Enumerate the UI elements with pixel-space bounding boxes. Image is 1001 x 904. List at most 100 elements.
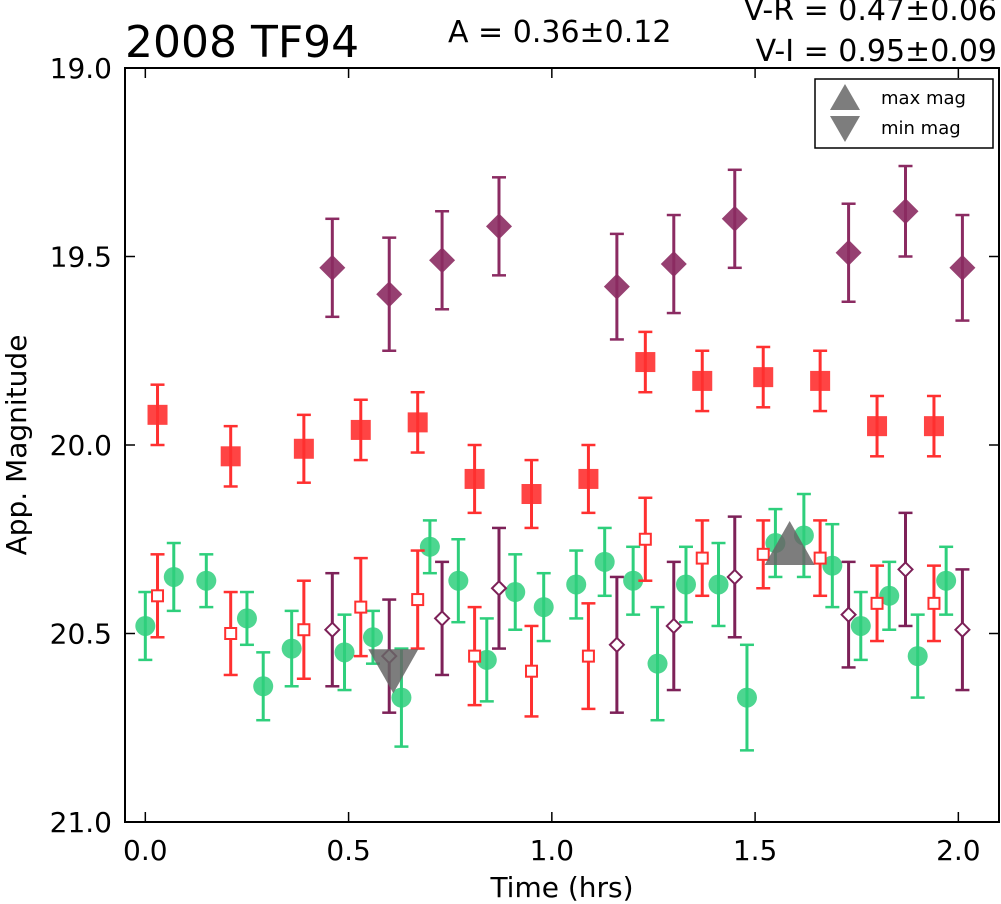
series-triangle-up xyxy=(764,521,815,566)
data-point-diamond xyxy=(892,198,919,225)
y-tick-label: 19.0 xyxy=(50,52,112,85)
data-point-square-open xyxy=(297,623,311,637)
data-point-circle xyxy=(391,687,412,708)
data-point-diamond-open xyxy=(897,560,914,578)
data-point-circle xyxy=(448,570,469,591)
data-point-circle xyxy=(675,574,696,595)
data-point-circle xyxy=(907,646,928,667)
data-point-diamond-open xyxy=(840,606,858,624)
legend-max-mag-triangle-up-icon xyxy=(830,84,860,110)
data-point-circle xyxy=(708,574,729,595)
data-point-square xyxy=(293,438,314,459)
data-point-square-open xyxy=(151,589,165,603)
data-point-circle xyxy=(505,582,526,603)
data-point-diamond xyxy=(660,251,687,278)
data-point-square xyxy=(635,352,656,373)
x-tick-label: 0.5 xyxy=(326,834,371,867)
y-tick-label: 21.0 xyxy=(50,806,112,839)
data-point-diamond-open xyxy=(608,636,626,654)
y-tick-label: 20.0 xyxy=(50,429,112,462)
y-tick-label: 19.5 xyxy=(50,241,112,274)
data-point-square-open xyxy=(695,551,709,565)
data-point-diamond xyxy=(485,213,512,240)
data-point-square xyxy=(407,412,428,433)
x-tick-label: 1.0 xyxy=(530,834,575,867)
legend-max-mag-label: max mag xyxy=(881,88,966,109)
data-point-diamond-open xyxy=(665,617,683,635)
axis-ticks: 0.0 0.5 1.0 1.5 2.0 19.0 19.5 20.0 20.5 21.0 xyxy=(50,52,999,867)
chart-title: 2008 TF94 xyxy=(125,17,359,68)
data-point-square xyxy=(692,370,713,391)
series-circle-filled xyxy=(135,492,957,752)
data-point-diamond xyxy=(319,254,346,281)
data-point-circle xyxy=(936,570,957,591)
data-point-square-open xyxy=(224,627,238,640)
data-point-square-open xyxy=(581,649,595,663)
data-point-square-open xyxy=(638,532,652,546)
data-marks xyxy=(135,164,976,752)
data-point-square xyxy=(220,446,241,467)
data-point-diamond-open xyxy=(490,579,508,597)
data-point-square xyxy=(753,367,774,388)
data-point-circle xyxy=(236,608,257,629)
y-tick-label: 20.5 xyxy=(50,618,112,651)
data-point-circle xyxy=(281,638,302,659)
data-point-circle xyxy=(253,676,274,697)
data-point-square-open xyxy=(927,596,941,610)
data-point-square xyxy=(578,468,599,489)
data-point-circle xyxy=(566,574,587,595)
series-diamond-filled xyxy=(319,164,976,352)
amplitude-annotation: A = 0.36±0.12 xyxy=(448,15,671,50)
data-point-square-open xyxy=(870,596,884,610)
data-point-circle xyxy=(736,687,757,708)
x-tick-label: 1.5 xyxy=(733,834,778,867)
vr-color-annotation: V-R = 0.47±0.06 xyxy=(744,0,997,28)
y-axis-label: App. Magnitude xyxy=(0,335,33,556)
series-square-filled xyxy=(147,330,944,530)
data-point-square xyxy=(147,404,168,425)
data-point-circle xyxy=(850,615,871,636)
data-point-square xyxy=(867,416,888,437)
x-axis-label: Time (hrs) xyxy=(489,871,633,904)
data-point-circle xyxy=(822,555,843,576)
data-point-square xyxy=(464,468,485,489)
plot-frame xyxy=(124,67,1000,823)
data-point-circle xyxy=(594,551,615,572)
data-point-circle xyxy=(163,566,184,587)
data-point-square xyxy=(810,370,831,391)
data-point-circle xyxy=(334,642,355,663)
max-mag-marker xyxy=(764,521,815,566)
data-point-square-open xyxy=(354,600,368,614)
data-point-circle xyxy=(196,570,217,591)
legend-min-mag-triangle-down-icon xyxy=(830,116,860,142)
series-triangle-down xyxy=(368,649,419,694)
data-point-square-open xyxy=(813,551,827,565)
data-point-diamond xyxy=(429,247,456,274)
data-point-square-open xyxy=(756,547,770,561)
data-point-diamond-open xyxy=(953,621,971,639)
data-point-square xyxy=(350,419,371,440)
x-tick-label: 2.0 xyxy=(936,834,981,867)
data-point-diamond-open xyxy=(433,610,451,627)
data-point-diamond xyxy=(949,254,976,281)
legend: max mag min mag xyxy=(814,78,994,149)
data-point-circle xyxy=(135,615,156,636)
data-point-circle xyxy=(533,597,554,618)
data-point-square xyxy=(923,416,944,437)
vi-color-annotation: V-I = 0.95±0.09 xyxy=(756,34,997,69)
data-point-diamond xyxy=(603,273,630,300)
min-mag-marker xyxy=(368,649,419,694)
data-point-circle xyxy=(476,649,497,670)
data-point-circle xyxy=(879,585,900,606)
series-square-open xyxy=(150,496,941,718)
legend-min-mag-label: min mag xyxy=(881,118,961,139)
data-point-square-open xyxy=(525,664,539,678)
data-point-diamond xyxy=(376,281,403,308)
data-point-circle xyxy=(419,536,440,557)
data-point-square-open xyxy=(468,649,482,663)
data-point-circle xyxy=(647,653,668,674)
data-point-square-open xyxy=(411,593,425,607)
data-point-circle xyxy=(362,627,383,648)
data-point-circle xyxy=(623,570,644,591)
